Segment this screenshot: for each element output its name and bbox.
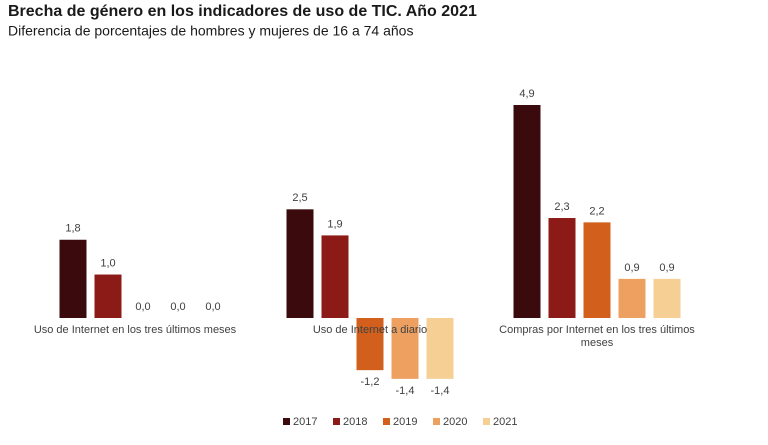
data-label: 1,8 bbox=[65, 223, 80, 235]
data-label: 2,5 bbox=[292, 192, 307, 204]
data-label: 0,0 bbox=[205, 301, 220, 313]
data-label: -1,2 bbox=[361, 376, 380, 388]
data-label: -1,4 bbox=[431, 385, 450, 397]
bar bbox=[94, 274, 122, 318]
legend-swatch bbox=[333, 418, 340, 425]
x-tick-label: Uso de Internet en los tres últimos mese… bbox=[33, 324, 237, 336]
legend-label: 2017 bbox=[293, 416, 317, 428]
data-label: 2,2 bbox=[589, 205, 604, 217]
legend-swatch bbox=[483, 418, 490, 425]
data-label: 1,0 bbox=[100, 257, 115, 269]
bar bbox=[513, 105, 541, 318]
bar bbox=[618, 278, 646, 318]
bar bbox=[391, 318, 419, 379]
data-label: -1,4 bbox=[396, 385, 415, 397]
x-tick-label: Compras por Internet en los tres últimos… bbox=[499, 324, 695, 349]
legend-label: 2021 bbox=[493, 416, 517, 428]
bar bbox=[583, 222, 611, 318]
data-label: 0,0 bbox=[135, 301, 150, 313]
bar bbox=[653, 278, 681, 318]
data-label: 0,9 bbox=[659, 262, 674, 274]
bar bbox=[356, 318, 384, 371]
legend-swatch bbox=[383, 418, 390, 425]
bar bbox=[321, 235, 349, 318]
data-label: 4,9 bbox=[519, 88, 534, 100]
bar bbox=[286, 209, 314, 318]
legend-swatch bbox=[283, 418, 290, 425]
data-label: 2,3 bbox=[554, 201, 569, 213]
legend-swatch bbox=[433, 418, 440, 425]
bar bbox=[548, 218, 576, 318]
data-label: 0,0 bbox=[170, 301, 185, 313]
legend-label: 2018 bbox=[343, 416, 367, 428]
data-label: 1,9 bbox=[327, 218, 342, 230]
legend-label: 2019 bbox=[393, 416, 417, 428]
chart-subtitle: Diferencia de porcentajes de hombres y m… bbox=[8, 23, 413, 39]
bar bbox=[59, 239, 87, 318]
data-label: 0,9 bbox=[624, 262, 639, 274]
legend-label: 2020 bbox=[443, 416, 467, 428]
bar bbox=[426, 318, 454, 379]
chart-title: Brecha de género en los indicadores de u… bbox=[8, 3, 477, 20]
x-tick-label: Uso de Internet a diario bbox=[312, 324, 428, 336]
